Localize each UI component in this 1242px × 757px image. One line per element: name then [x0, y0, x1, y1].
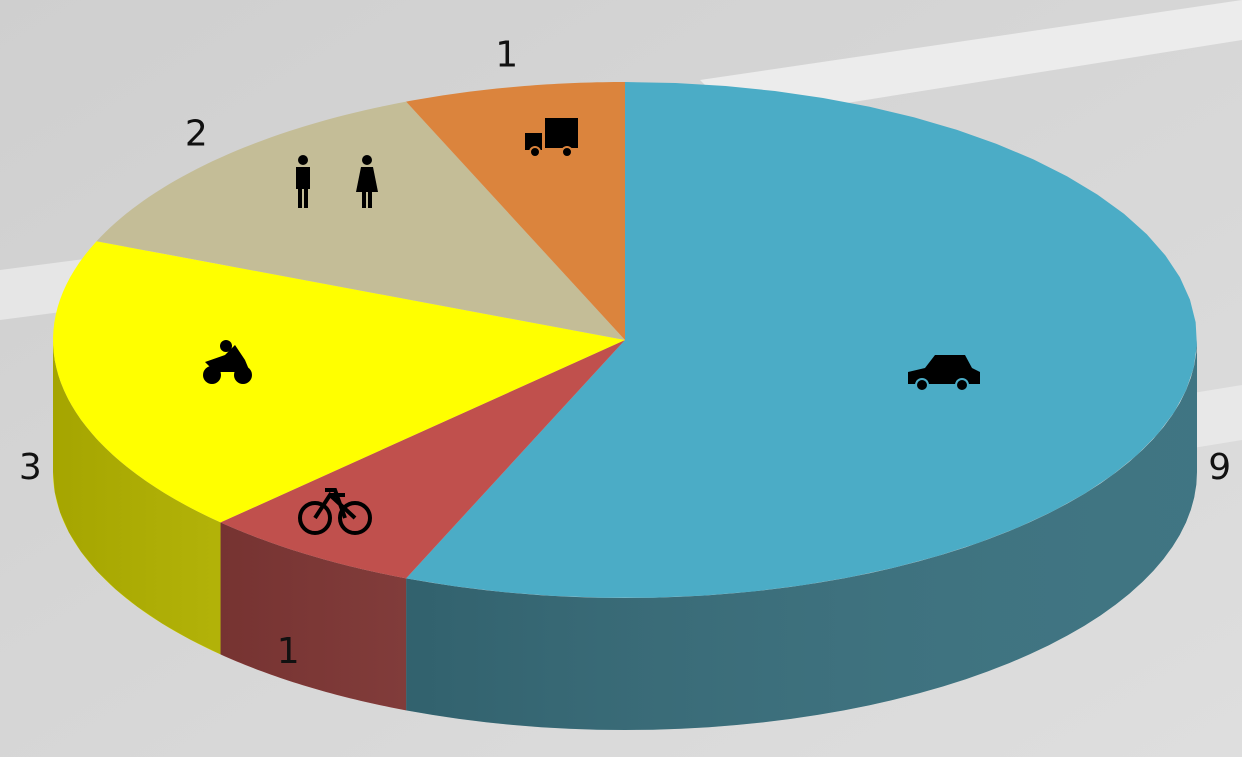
labels: 9 1 3 2 1: [19, 35, 1231, 672]
pie-slice: [406, 82, 1197, 598]
car-icon: [908, 355, 980, 392]
data-label: 1: [495, 35, 518, 76]
icons: [203, 118, 980, 535]
data-label: 3: [19, 447, 42, 488]
data-label: 9: [1208, 447, 1231, 488]
pie-slice: [96, 101, 626, 340]
data-label: 2: [185, 114, 208, 155]
pie: [53, 82, 1197, 730]
side-shade: [53, 340, 1197, 730]
road-stripe: [700, 0, 1242, 120]
bicycle-icon: [298, 488, 372, 535]
people-icon: [296, 155, 378, 208]
pie-slice: [53, 241, 625, 523]
motorcycle-icon: [203, 340, 252, 384]
pie-slice: [220, 340, 626, 579]
data-label: 1: [277, 631, 300, 672]
truck-icon: [525, 118, 578, 158]
